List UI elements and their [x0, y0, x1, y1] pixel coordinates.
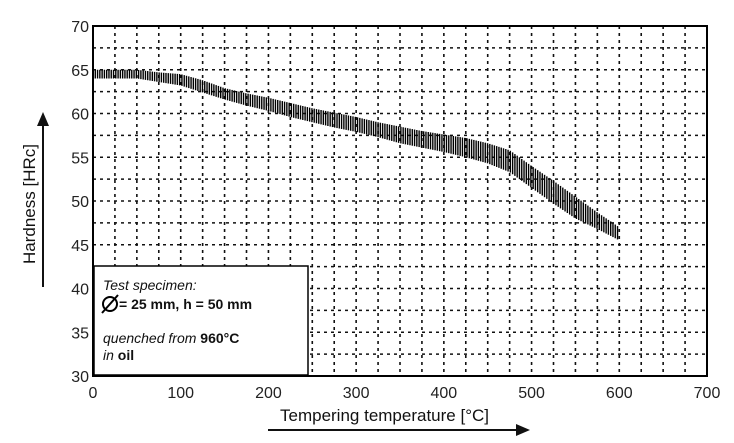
- specimen-note: Test specimen: = 25 mm, h = 50 mm quench…: [93, 265, 309, 376]
- x-axis-title: Tempering temperature [°C]: [280, 406, 489, 425]
- x-axis-title-group: Tempering temperature [°C]: [268, 406, 530, 436]
- y-tick-label: 45: [71, 238, 89, 255]
- x-axis-ticks: 0 100 200 300 400 500 600 700: [89, 385, 721, 402]
- note-line-quench: quenched from 960°C: [103, 330, 239, 346]
- y-tick-label: 65: [71, 63, 89, 80]
- x-tick-label: 500: [518, 385, 545, 402]
- y-tick-label: 55: [71, 150, 89, 167]
- x-tick-label: 600: [606, 385, 633, 402]
- note-line-specimen: Test specimen:: [103, 277, 197, 293]
- y-tick-label: 50: [71, 194, 89, 211]
- x-tick-label: 300: [343, 385, 370, 402]
- x-tick-label: 200: [255, 385, 282, 402]
- y-tick-label: 40: [71, 282, 89, 299]
- diameter-icon: [101, 294, 119, 314]
- hardness-band: [92, 69, 619, 240]
- note-line-dimensions: = 25 mm, h = 50 mm: [119, 296, 252, 312]
- y-axis-ticks: 30 35 40 45 50 55 60 65 70: [71, 19, 89, 386]
- medium-prefix: in: [103, 347, 118, 363]
- y-axis-title: Hardness [HRc]: [20, 144, 39, 264]
- x-tick-label: 100: [167, 385, 194, 402]
- y-tick-label: 70: [71, 19, 89, 36]
- quench-medium: oil: [118, 347, 134, 363]
- x-tick-label: 0: [89, 385, 98, 402]
- note-line-medium: in oil: [103, 347, 134, 363]
- x-tick-label: 700: [694, 385, 721, 402]
- plot-frame: [92, 25, 708, 377]
- note-box: [93, 265, 309, 376]
- y-axis-title-group: Hardness [HRc]: [20, 112, 49, 287]
- x-axis-arrow-icon: [516, 424, 530, 436]
- y-axis-arrow-icon: [37, 112, 49, 126]
- quench-prefix: quenched from: [103, 330, 200, 346]
- y-tick-label: 30: [71, 369, 89, 386]
- y-tick-label: 35: [71, 325, 89, 342]
- quench-temperature: 960°C: [200, 330, 239, 346]
- y-tick-label: 60: [71, 107, 89, 124]
- x-tick-label: 400: [431, 385, 458, 402]
